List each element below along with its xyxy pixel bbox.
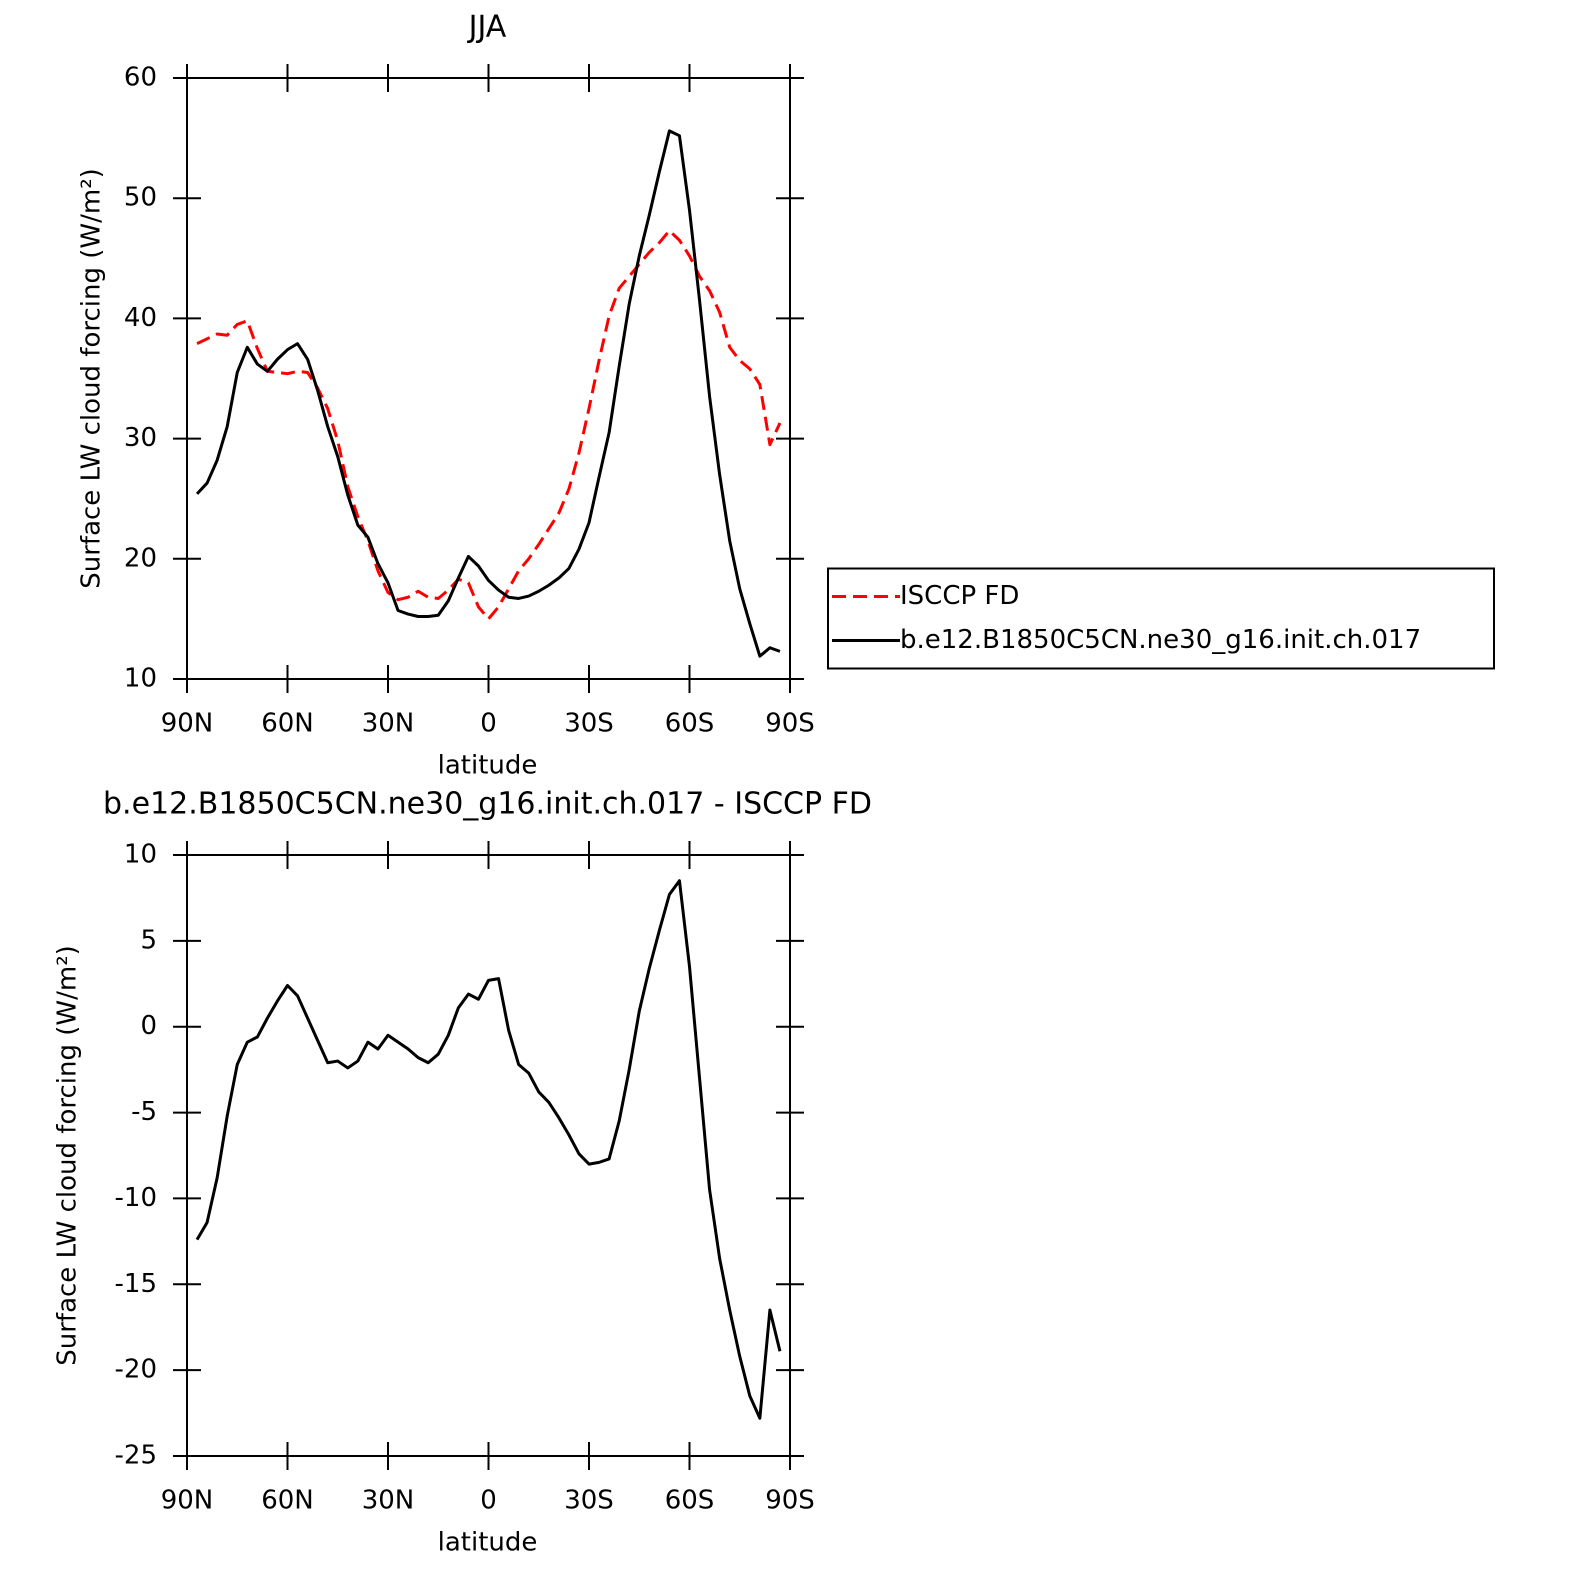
x-tick-label: 90S [765, 1486, 815, 1516]
y-tick-label: 40 [124, 303, 157, 333]
legend-label: ISCCP FD [900, 581, 1019, 611]
chart-title: b.e12.B1850C5CN.ne30_g16.init.ch.017 - I… [103, 787, 872, 822]
y-tick-label: 0 [140, 1011, 157, 1041]
y-tick-label: 50 [124, 183, 157, 213]
x-tick-label: 30N [362, 1486, 415, 1516]
x-tick-label: 90S [765, 709, 815, 739]
y-tick-label: 10 [124, 664, 157, 694]
x-tick-label: 60N [261, 709, 314, 739]
x-tick-label: 90N [161, 709, 214, 739]
y-tick-label: -20 [115, 1355, 157, 1385]
x-tick-label: 0 [480, 1486, 497, 1516]
x-axis-label: latitude [438, 1528, 538, 1558]
x-tick-label: 60N [261, 1486, 314, 1516]
y-tick-label: -25 [115, 1441, 157, 1471]
plot-frame [186, 854, 791, 1457]
y-tick-label: 5 [140, 925, 157, 955]
x-tick-label: 90N [161, 1486, 214, 1516]
y-tick-label: -5 [131, 1097, 157, 1127]
y-tick-label: 30 [124, 423, 157, 453]
x-tick-label: 60S [665, 709, 715, 739]
y-axis-label: Surface LW cloud forcing (W/m²) [53, 945, 83, 1366]
x-axis-label: latitude [438, 751, 538, 781]
x-tick-label: 30N [362, 709, 415, 739]
y-tick-label: -15 [115, 1269, 157, 1299]
y-tick-label: 10 [124, 840, 157, 870]
y-axis-label: Surface LW cloud forcing (W/m²) [77, 168, 107, 589]
data-line [195, 879, 782, 1420]
y-tick-label: -10 [115, 1183, 157, 1213]
legend-label: b.e12.B1850C5CN.ne30_g16.init.ch.017 [900, 625, 1421, 655]
chart-title: JJA [467, 10, 507, 45]
x-tick-label: 30S [564, 709, 614, 739]
x-tick-label: 60S [665, 1486, 715, 1516]
data-line [195, 129, 781, 658]
x-tick-label: 30S [564, 1486, 614, 1516]
plot-frame [186, 77, 791, 680]
y-tick-label: 60 [124, 63, 157, 93]
x-tick-label: 0 [480, 709, 497, 739]
y-tick-label: 20 [124, 543, 157, 573]
data-line [196, 229, 782, 621]
legend-box [827, 567, 1495, 670]
